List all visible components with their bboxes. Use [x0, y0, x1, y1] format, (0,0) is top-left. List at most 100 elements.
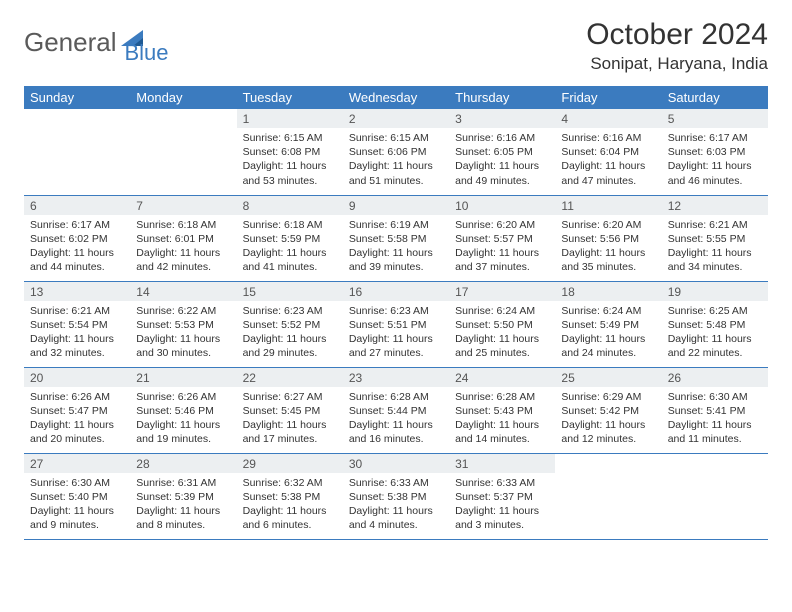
day-details: Sunrise: 6:19 AMSunset: 5:58 PMDaylight:…: [343, 215, 449, 279]
day-details: Sunrise: 6:20 AMSunset: 5:56 PMDaylight:…: [555, 215, 661, 279]
day-cell: 1Sunrise: 6:15 AMSunset: 6:08 PMDaylight…: [237, 109, 343, 195]
empty-cell: [24, 109, 130, 195]
dayname-tuesday: Tuesday: [237, 86, 343, 109]
day-details: Sunrise: 6:31 AMSunset: 5:39 PMDaylight:…: [130, 473, 236, 537]
day-number: 21: [130, 368, 236, 387]
day-number: 7: [130, 196, 236, 215]
calendar-row: 20Sunrise: 6:26 AMSunset: 5:47 PMDayligh…: [24, 367, 768, 453]
day-cell: 8Sunrise: 6:18 AMSunset: 5:59 PMDaylight…: [237, 195, 343, 281]
day-details: Sunrise: 6:29 AMSunset: 5:42 PMDaylight:…: [555, 387, 661, 451]
day-cell: 10Sunrise: 6:20 AMSunset: 5:57 PMDayligh…: [449, 195, 555, 281]
calendar-table: SundayMondayTuesdayWednesdayThursdayFrid…: [24, 86, 768, 540]
dayname-friday: Friday: [555, 86, 661, 109]
day-number: 24: [449, 368, 555, 387]
title-month: October 2024: [586, 18, 768, 52]
day-cell: 3Sunrise: 6:16 AMSunset: 6:05 PMDaylight…: [449, 109, 555, 195]
day-details: Sunrise: 6:24 AMSunset: 5:50 PMDaylight:…: [449, 301, 555, 365]
dayname-sunday: Sunday: [24, 86, 130, 109]
day-details: Sunrise: 6:22 AMSunset: 5:53 PMDaylight:…: [130, 301, 236, 365]
day-cell: 25Sunrise: 6:29 AMSunset: 5:42 PMDayligh…: [555, 367, 661, 453]
day-details: Sunrise: 6:32 AMSunset: 5:38 PMDaylight:…: [237, 473, 343, 537]
day-cell: 16Sunrise: 6:23 AMSunset: 5:51 PMDayligh…: [343, 281, 449, 367]
day-cell: 19Sunrise: 6:25 AMSunset: 5:48 PMDayligh…: [662, 281, 768, 367]
day-number: 31: [449, 454, 555, 473]
day-cell: 24Sunrise: 6:28 AMSunset: 5:43 PMDayligh…: [449, 367, 555, 453]
day-number: 27: [24, 454, 130, 473]
day-number: 16: [343, 282, 449, 301]
day-details: Sunrise: 6:16 AMSunset: 6:04 PMDaylight:…: [555, 128, 661, 192]
day-number: 29: [237, 454, 343, 473]
calendar-head: SundayMondayTuesdayWednesdayThursdayFrid…: [24, 86, 768, 109]
dayname-thursday: Thursday: [449, 86, 555, 109]
day-cell: 29Sunrise: 6:32 AMSunset: 5:38 PMDayligh…: [237, 453, 343, 539]
day-details: Sunrise: 6:18 AMSunset: 6:01 PMDaylight:…: [130, 215, 236, 279]
day-cell: 31Sunrise: 6:33 AMSunset: 5:37 PMDayligh…: [449, 453, 555, 539]
day-details: Sunrise: 6:17 AMSunset: 6:03 PMDaylight:…: [662, 128, 768, 192]
day-number: 13: [24, 282, 130, 301]
day-number: 4: [555, 109, 661, 128]
day-details: Sunrise: 6:17 AMSunset: 6:02 PMDaylight:…: [24, 215, 130, 279]
day-cell: 5Sunrise: 6:17 AMSunset: 6:03 PMDaylight…: [662, 109, 768, 195]
day-cell: 2Sunrise: 6:15 AMSunset: 6:06 PMDaylight…: [343, 109, 449, 195]
day-number: 30: [343, 454, 449, 473]
day-number: 11: [555, 196, 661, 215]
brand-logo: General Blue: [24, 18, 169, 66]
day-details: Sunrise: 6:23 AMSunset: 5:52 PMDaylight:…: [237, 301, 343, 365]
day-details: Sunrise: 6:23 AMSunset: 5:51 PMDaylight:…: [343, 301, 449, 365]
day-number: 14: [130, 282, 236, 301]
day-cell: 6Sunrise: 6:17 AMSunset: 6:02 PMDaylight…: [24, 195, 130, 281]
dayname-wednesday: Wednesday: [343, 86, 449, 109]
day-details: Sunrise: 6:30 AMSunset: 5:41 PMDaylight:…: [662, 387, 768, 451]
calendar-row: 27Sunrise: 6:30 AMSunset: 5:40 PMDayligh…: [24, 453, 768, 539]
day-number: 8: [237, 196, 343, 215]
day-number: 20: [24, 368, 130, 387]
day-number: 17: [449, 282, 555, 301]
day-number: 2: [343, 109, 449, 128]
day-cell: 18Sunrise: 6:24 AMSunset: 5:49 PMDayligh…: [555, 281, 661, 367]
day-details: Sunrise: 6:33 AMSunset: 5:37 PMDaylight:…: [449, 473, 555, 537]
day-details: Sunrise: 6:26 AMSunset: 5:47 PMDaylight:…: [24, 387, 130, 451]
title-location: Sonipat, Haryana, India: [586, 54, 768, 74]
day-number: 6: [24, 196, 130, 215]
calendar-body: 1Sunrise: 6:15 AMSunset: 6:08 PMDaylight…: [24, 109, 768, 539]
day-details: Sunrise: 6:27 AMSunset: 5:45 PMDaylight:…: [237, 387, 343, 451]
day-number: 1: [237, 109, 343, 128]
day-number: 3: [449, 109, 555, 128]
day-number: 28: [130, 454, 236, 473]
calendar-row: 1Sunrise: 6:15 AMSunset: 6:08 PMDaylight…: [24, 109, 768, 195]
day-details: Sunrise: 6:33 AMSunset: 5:38 PMDaylight:…: [343, 473, 449, 537]
day-cell: 17Sunrise: 6:24 AMSunset: 5:50 PMDayligh…: [449, 281, 555, 367]
day-cell: 9Sunrise: 6:19 AMSunset: 5:58 PMDaylight…: [343, 195, 449, 281]
day-cell: 12Sunrise: 6:21 AMSunset: 5:55 PMDayligh…: [662, 195, 768, 281]
dayname-saturday: Saturday: [662, 86, 768, 109]
day-cell: 4Sunrise: 6:16 AMSunset: 6:04 PMDaylight…: [555, 109, 661, 195]
day-number: 5: [662, 109, 768, 128]
day-details: Sunrise: 6:15 AMSunset: 6:06 PMDaylight:…: [343, 128, 449, 192]
brand-part1: General: [24, 27, 117, 58]
day-details: Sunrise: 6:26 AMSunset: 5:46 PMDaylight:…: [130, 387, 236, 451]
day-number: 18: [555, 282, 661, 301]
day-number: 19: [662, 282, 768, 301]
day-details: Sunrise: 6:28 AMSunset: 5:43 PMDaylight:…: [449, 387, 555, 451]
day-details: Sunrise: 6:30 AMSunset: 5:40 PMDaylight:…: [24, 473, 130, 537]
day-number: 15: [237, 282, 343, 301]
day-cell: 11Sunrise: 6:20 AMSunset: 5:56 PMDayligh…: [555, 195, 661, 281]
day-cell: 28Sunrise: 6:31 AMSunset: 5:39 PMDayligh…: [130, 453, 236, 539]
empty-cell: [130, 109, 236, 195]
empty-cell: [662, 453, 768, 539]
day-cell: 30Sunrise: 6:33 AMSunset: 5:38 PMDayligh…: [343, 453, 449, 539]
header: General Blue October 2024 Sonipat, Harya…: [24, 18, 768, 74]
day-cell: 14Sunrise: 6:22 AMSunset: 5:53 PMDayligh…: [130, 281, 236, 367]
day-number: 25: [555, 368, 661, 387]
dayname-monday: Monday: [130, 86, 236, 109]
day-number: 26: [662, 368, 768, 387]
day-cell: 20Sunrise: 6:26 AMSunset: 5:47 PMDayligh…: [24, 367, 130, 453]
calendar-row: 6Sunrise: 6:17 AMSunset: 6:02 PMDaylight…: [24, 195, 768, 281]
day-details: Sunrise: 6:21 AMSunset: 5:54 PMDaylight:…: [24, 301, 130, 365]
day-cell: 26Sunrise: 6:30 AMSunset: 5:41 PMDayligh…: [662, 367, 768, 453]
day-cell: 23Sunrise: 6:28 AMSunset: 5:44 PMDayligh…: [343, 367, 449, 453]
day-details: Sunrise: 6:25 AMSunset: 5:48 PMDaylight:…: [662, 301, 768, 365]
day-cell: 7Sunrise: 6:18 AMSunset: 6:01 PMDaylight…: [130, 195, 236, 281]
day-details: Sunrise: 6:18 AMSunset: 5:59 PMDaylight:…: [237, 215, 343, 279]
day-details: Sunrise: 6:15 AMSunset: 6:08 PMDaylight:…: [237, 128, 343, 192]
